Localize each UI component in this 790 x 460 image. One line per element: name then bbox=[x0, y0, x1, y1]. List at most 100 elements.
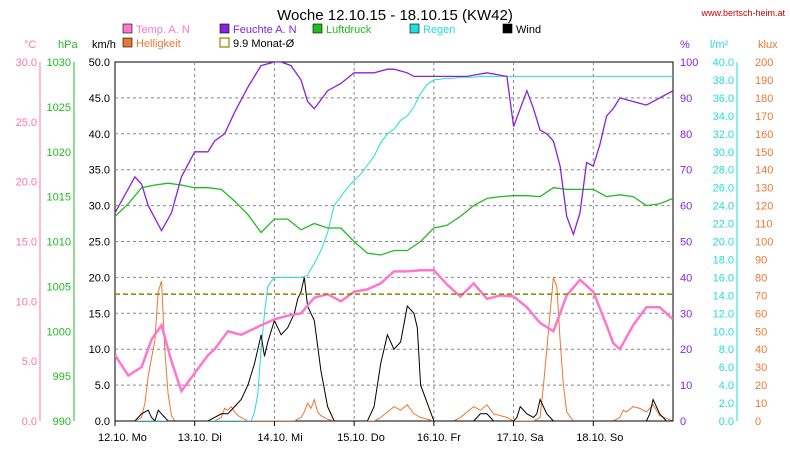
tick-label-temp: 10.0 bbox=[16, 296, 37, 308]
tick-label-temp: 15.0 bbox=[16, 237, 37, 249]
axis-unit-lux: klux bbox=[758, 39, 778, 51]
series-line-wind bbox=[115, 277, 673, 421]
tick-label-lux: 100 bbox=[755, 237, 773, 249]
legend-label: Feuchte A. N bbox=[233, 24, 297, 36]
tick-label-humidity: 40 bbox=[680, 272, 692, 284]
x-tick-label: 17.10. Sa bbox=[497, 432, 545, 444]
tick-label-wind: 20.0 bbox=[89, 272, 110, 284]
tick-label-rain: 28.0 bbox=[713, 165, 734, 177]
series-line-luftdruck bbox=[115, 182, 673, 256]
axis-unit-temp: °C bbox=[24, 39, 36, 51]
tick-label-rain: 18.0 bbox=[713, 254, 734, 266]
tick-label-lux: 180 bbox=[755, 93, 773, 105]
tick-label-lux: 140 bbox=[755, 165, 773, 177]
legend-label: Luftdruck bbox=[326, 24, 372, 36]
legend-label: 9.9 Monat-Ø bbox=[233, 38, 295, 50]
tick-label-humidity: 60 bbox=[680, 201, 692, 213]
x-axis: 12.10. Mo 13.10. Di 14.10. Mi 15.10. Do 16.1… bbox=[98, 421, 623, 444]
tick-label-rain: 8.0 bbox=[719, 344, 734, 356]
legend-swatch bbox=[312, 23, 323, 34]
tick-label-humidity: 20 bbox=[680, 344, 692, 356]
tick-label-wind: 25.0 bbox=[89, 237, 110, 249]
tick-label-pressure: 1010 bbox=[47, 237, 71, 249]
tick-label-wind: 45.0 bbox=[89, 93, 110, 105]
tick-label-rain: 34.0 bbox=[713, 111, 734, 123]
tick-label-humidity: 90 bbox=[680, 93, 692, 105]
grid bbox=[115, 62, 673, 421]
axis-unit-pressure: hPa bbox=[58, 39, 78, 51]
tick-label-rain: 6.0 bbox=[719, 362, 734, 374]
tick-label-temp: 5.0 bbox=[22, 356, 37, 368]
axis-unit-humidity: % bbox=[680, 39, 690, 51]
tick-label-rain: 24.0 bbox=[713, 201, 734, 213]
tick-label-lux: 50 bbox=[755, 326, 767, 338]
tick-label-rain: 4.0 bbox=[719, 380, 734, 392]
tick-label-lux: 90 bbox=[755, 254, 767, 266]
tick-label-rain: 32.0 bbox=[713, 129, 734, 141]
tick-label-rain: 30.0 bbox=[713, 147, 734, 159]
tick-label-temp: 25.0 bbox=[16, 117, 37, 129]
tick-label-temp: 20.0 bbox=[16, 177, 37, 189]
legend-label: Helligkeit bbox=[136, 38, 181, 50]
legend-label: Regen bbox=[423, 24, 455, 36]
legend-label: Wind bbox=[516, 24, 541, 36]
tick-label-wind: 0.0 bbox=[95, 416, 110, 428]
tick-label-lux: 190 bbox=[755, 75, 773, 87]
tick-label-pressure: 1025 bbox=[47, 102, 71, 114]
tick-label-humidity: 50 bbox=[680, 237, 692, 249]
legend-swatch bbox=[219, 23, 230, 34]
series-line-temp-a-n bbox=[115, 268, 673, 394]
x-tick-label: 13.10. Di bbox=[178, 432, 222, 444]
tick-label-rain: 16.0 bbox=[713, 272, 734, 284]
x-tick-label: 18.10. So bbox=[576, 432, 623, 444]
axis-unit-wind: km/h bbox=[92, 39, 116, 51]
tick-label-pressure: 1020 bbox=[47, 147, 71, 159]
tick-label-rain: 12.0 bbox=[713, 308, 734, 320]
axes: °C0.05.010.015.020.025.030.0hPa990995100… bbox=[16, 39, 778, 428]
legend-swatch bbox=[122, 37, 133, 48]
tick-label-lux: 130 bbox=[755, 183, 773, 195]
tick-label-lux: 150 bbox=[755, 147, 773, 159]
tick-label-lux: 30 bbox=[755, 362, 767, 374]
x-tick-label: 14.10. Mi bbox=[257, 432, 302, 444]
tick-label-lux: 170 bbox=[755, 111, 773, 123]
tick-label-rain: 0.0 bbox=[719, 416, 734, 428]
tick-label-wind: 40.0 bbox=[89, 129, 110, 141]
axis-unit-rain: l/m² bbox=[710, 39, 729, 51]
tick-label-lux: 70 bbox=[755, 290, 767, 302]
tick-label-rain: 40.0 bbox=[713, 57, 734, 69]
tick-label-lux: 40 bbox=[755, 344, 767, 356]
tick-label-rain: 2.0 bbox=[719, 398, 734, 410]
site-url: www.bertsch-heim.at bbox=[700, 8, 785, 18]
legend-swatch bbox=[502, 23, 513, 34]
legend-swatch bbox=[122, 23, 133, 34]
tick-label-wind: 5.0 bbox=[95, 380, 110, 392]
tick-label-wind: 35.0 bbox=[89, 165, 110, 177]
tick-label-lux: 0 bbox=[755, 416, 761, 428]
tick-label-pressure: 990 bbox=[53, 416, 71, 428]
tick-label-rain: 36.0 bbox=[713, 93, 734, 105]
tick-label-rain: 26.0 bbox=[713, 183, 734, 195]
series-line-regen bbox=[115, 75, 673, 421]
tick-label-lux: 120 bbox=[755, 201, 773, 213]
tick-label-lux: 10 bbox=[755, 398, 767, 410]
legend-swatch bbox=[219, 37, 230, 48]
x-tick-label: 16.10. Fr bbox=[417, 432, 461, 444]
tick-label-humidity: 30 bbox=[680, 308, 692, 320]
tick-label-wind: 30.0 bbox=[89, 201, 110, 213]
tick-label-humidity: 100 bbox=[680, 57, 698, 69]
tick-label-rain: 10.0 bbox=[713, 326, 734, 338]
tick-label-humidity: 70 bbox=[680, 165, 692, 177]
tick-label-humidity: 80 bbox=[680, 129, 692, 141]
tick-label-rain: 14.0 bbox=[713, 290, 734, 302]
tick-label-pressure: 1000 bbox=[47, 326, 71, 338]
legend-label: Temp. A. N bbox=[136, 24, 190, 36]
legend: Temp. A. N Helligkeit Feuchte A. N 9.9 Mona… bbox=[122, 23, 541, 50]
tick-label-lux: 80 bbox=[755, 272, 767, 284]
tick-label-wind: 10.0 bbox=[89, 344, 110, 356]
tick-label-humidity: 10 bbox=[680, 380, 692, 392]
tick-label-pressure: 1015 bbox=[47, 192, 71, 204]
tick-label-pressure: 1005 bbox=[47, 281, 71, 293]
tick-label-pressure: 995 bbox=[53, 371, 71, 383]
